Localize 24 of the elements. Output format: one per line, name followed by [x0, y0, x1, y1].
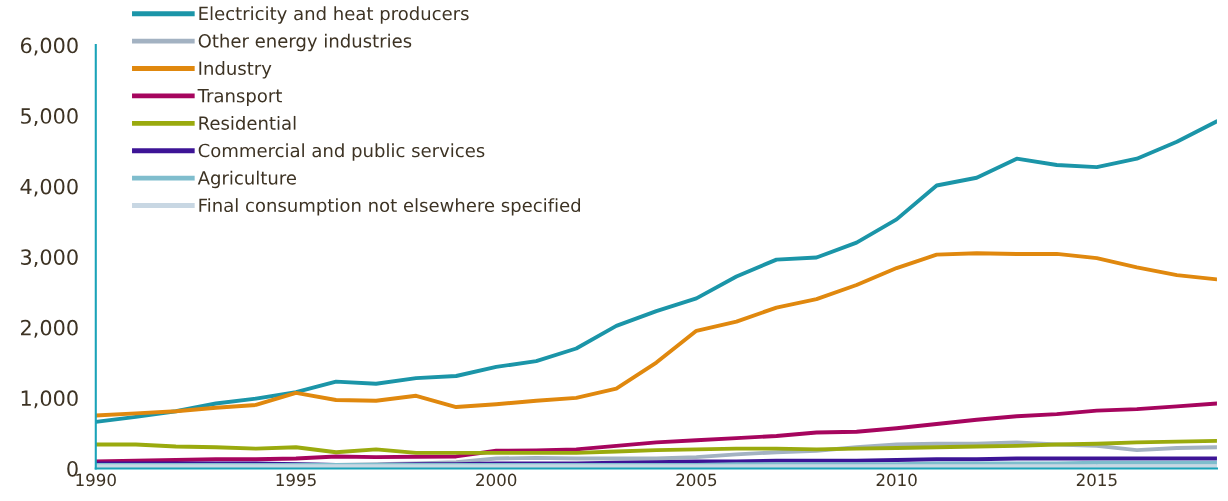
- x-tick-label: 2005: [676, 473, 717, 487]
- x-tick-label: 2015: [1076, 473, 1117, 487]
- x-tick-label: 2010: [876, 473, 917, 487]
- x-tick-label: 1990: [76, 473, 116, 487]
- legend-label: Other energy industries: [198, 33, 412, 52]
- legend-label: Final consumption not elsewhere specified: [199, 198, 580, 216]
- y-tick-label: 3,000: [21, 249, 78, 268]
- y-tick-label: 5,000: [21, 108, 78, 126]
- legend-label: Commercial and public services: [198, 143, 485, 161]
- line-series: [95, 251, 1217, 418]
- y-tick-label: 6,000: [20, 37, 78, 56]
- x-tick-label: 2000: [476, 473, 517, 487]
- legend-label: Electricity and heat producers: [199, 6, 469, 24]
- y-tick-label: 4,000: [20, 178, 78, 197]
- legend-label: Industry: [199, 61, 272, 79]
- y-tick-label: 0: [67, 460, 78, 477]
- legend-label: Transport: [197, 89, 282, 106]
- x-tick-label: 1995: [276, 473, 316, 487]
- y-tick-label: 2,000: [21, 319, 78, 338]
- legend-label: Residential: [199, 115, 296, 130]
- line-series: [95, 401, 1217, 464]
- legend-label: Agriculture: [197, 170, 296, 189]
- y-tick-label: 1,000: [21, 390, 78, 409]
- line-series: [95, 438, 1217, 455]
